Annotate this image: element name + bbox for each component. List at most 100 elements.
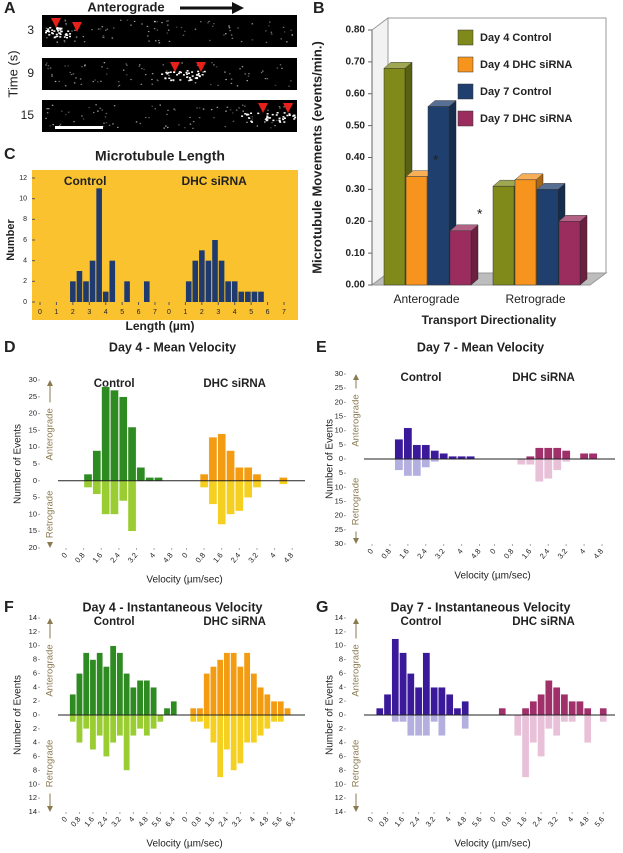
x-tick-label: 2.4 xyxy=(108,551,122,565)
y-tick-label: 6 xyxy=(23,237,27,244)
x-tick-label: 0.8 xyxy=(377,815,391,829)
y-tick-label: 10 xyxy=(335,482,343,491)
x-tick-label: 0.8 xyxy=(194,551,208,565)
y-tick-label: 25 xyxy=(29,392,37,401)
bar xyxy=(412,458,422,477)
speckle xyxy=(55,33,58,36)
y-tick-label: 20 xyxy=(29,409,37,418)
speckle xyxy=(202,108,205,110)
speckle xyxy=(266,117,269,119)
speckle xyxy=(126,19,129,21)
speckle xyxy=(196,107,198,109)
x-tick-label: 2.4 xyxy=(538,547,552,561)
bar xyxy=(163,707,171,716)
speckle xyxy=(257,112,260,115)
speckle xyxy=(125,74,128,76)
speckle xyxy=(125,63,127,65)
x-tick-label: 3.2 xyxy=(424,815,438,829)
y-tick-label: 12 xyxy=(19,175,27,182)
speckle xyxy=(275,114,278,116)
bar xyxy=(69,694,77,716)
bar xyxy=(430,687,438,716)
y-tick-label: 30 xyxy=(335,539,343,548)
x-tick-label: Retrograde xyxy=(505,292,565,306)
speckle xyxy=(180,26,183,29)
panel-letter: D xyxy=(4,339,16,356)
speckle xyxy=(178,124,180,126)
speckle xyxy=(158,42,161,44)
bar xyxy=(498,707,507,716)
speckle xyxy=(104,116,107,118)
x-tick-label: 6.4 xyxy=(284,815,298,829)
speckle xyxy=(45,27,48,29)
group-label: Control xyxy=(401,616,442,628)
speckle xyxy=(47,28,50,30)
panel-letter: E xyxy=(316,339,327,356)
x-tick-label: 1.6 xyxy=(397,547,411,561)
anterograde-label: Anterograde xyxy=(45,408,56,460)
speckle xyxy=(141,67,143,70)
speckle xyxy=(71,30,73,32)
speckle xyxy=(165,125,167,127)
anterograde-label: Anterograde xyxy=(45,644,56,696)
bar xyxy=(82,714,90,730)
bar xyxy=(76,271,83,302)
bar xyxy=(83,473,93,481)
speckle xyxy=(247,75,250,77)
x-tick-label: 4.8 xyxy=(257,815,271,829)
speckle xyxy=(266,119,269,121)
speckle xyxy=(216,106,219,108)
speckle xyxy=(224,71,226,73)
bar xyxy=(552,458,562,471)
speckle xyxy=(250,120,253,123)
speckle xyxy=(251,39,254,41)
speckle xyxy=(59,36,62,38)
speckle xyxy=(168,77,171,80)
speckle xyxy=(293,114,296,116)
speckle xyxy=(170,79,173,81)
direction-arrowhead xyxy=(353,618,359,624)
speckle xyxy=(242,110,245,112)
speckle xyxy=(51,29,54,31)
bar xyxy=(252,480,262,488)
bar xyxy=(264,694,271,716)
bar xyxy=(407,673,415,716)
speckle xyxy=(64,20,67,22)
bar xyxy=(394,438,404,460)
speckle xyxy=(99,28,102,30)
speckle xyxy=(117,85,120,88)
speckle xyxy=(138,65,141,67)
speckle xyxy=(173,108,175,110)
x-tick-label: 4 xyxy=(233,309,237,316)
speckle xyxy=(276,67,279,69)
speckle xyxy=(268,25,270,27)
speckle xyxy=(207,22,209,24)
speckle xyxy=(178,71,181,73)
speckle xyxy=(156,79,159,81)
retrograde-label: Retrograde xyxy=(45,491,56,539)
bar xyxy=(92,450,102,481)
legend-swatch xyxy=(457,56,474,73)
speckle xyxy=(46,112,49,114)
speckle xyxy=(189,123,192,125)
x-tick-label: 0.8 xyxy=(379,547,393,561)
y-tick-label: 30 xyxy=(29,375,37,384)
bar xyxy=(156,714,164,723)
x-tick-label: 2.4 xyxy=(216,815,230,829)
speckle xyxy=(188,72,191,75)
bar xyxy=(210,714,217,743)
speckle xyxy=(244,105,246,107)
speckle xyxy=(246,80,248,82)
speckle xyxy=(151,105,153,107)
x-tick-label: 0.8 xyxy=(189,815,203,829)
y-axis-label: Microtubule Movements (events/min.) xyxy=(309,41,324,274)
bar xyxy=(136,714,144,730)
bar xyxy=(235,467,244,481)
speckle xyxy=(247,117,250,119)
speckle xyxy=(88,106,90,109)
speckle xyxy=(63,41,66,43)
y-tick-label: 8 xyxy=(33,765,37,774)
x-tick-label: 3.2 xyxy=(230,815,244,829)
speckle xyxy=(118,84,121,86)
speckle xyxy=(58,32,61,34)
